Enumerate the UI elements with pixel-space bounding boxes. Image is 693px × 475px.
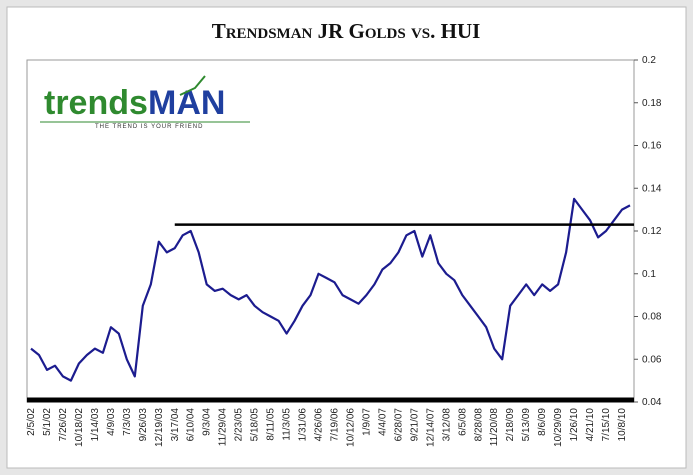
x-tick-label: 11/3/05: [282, 408, 293, 441]
x-tick-label: 5/1/02: [42, 408, 53, 436]
x-tick-label: 2/5/02: [26, 408, 37, 436]
x-tick-label: 1/31/06: [298, 408, 309, 442]
logo-tagline: THE TREND IS YOUR FRIEND: [95, 124, 203, 130]
data-line: [30, 197, 631, 382]
y-tick-label: 0.18: [642, 98, 662, 109]
x-tick-label: 2/23/05: [234, 408, 245, 442]
x-tick-label: 1/14/03: [90, 408, 101, 442]
x-tick-label: 9/26/03: [138, 408, 149, 442]
x-tick-label: 4/26/06: [314, 408, 325, 442]
x-tick-label: 7/26/02: [58, 408, 69, 442]
x-tick-label: 1/9/07: [361, 408, 372, 436]
x-tick-label: 3/12/08: [441, 408, 452, 442]
x-tick-label: 10/29/09: [553, 408, 564, 447]
y-tick-label: 0.16: [642, 141, 662, 152]
y-tick-label: 0.04: [642, 397, 662, 408]
logo: trends MAN THE TREND IS YOUR FRIEND: [40, 75, 250, 130]
panel: [6, 6, 687, 469]
x-tick-label: 11/29/04: [218, 408, 229, 447]
x-tick-label: 12/14/07: [425, 408, 436, 447]
y-tick-label: 0.1: [642, 269, 656, 280]
y-tick-label: 0.08: [642, 312, 662, 323]
x-tick-label: 8/6/09: [537, 408, 548, 436]
x-tick-label: 7/3/03: [122, 408, 133, 436]
y-tick-label: 0.2: [642, 55, 656, 66]
x-tick-label: 3/17/04: [170, 408, 181, 442]
x-tick-label: 2/18/09: [505, 408, 516, 442]
x-tick-label: 10/18/02: [74, 408, 85, 447]
x-tick-label: 5/18/05: [250, 408, 261, 442]
x-tick-label: 5/13/09: [521, 408, 532, 442]
chart-title: Trendsman JR Golds vs. HUI: [212, 19, 481, 43]
x-tick-label: 9/21/07: [409, 408, 420, 442]
x-tick-label: 4/21/10: [585, 408, 596, 442]
x-tick-label: 6/10/04: [186, 408, 197, 442]
y-tick-label: 0.06: [642, 354, 662, 365]
x-tick-label: 6/5/08: [457, 408, 468, 436]
x-tick-label: 8/28/08: [473, 408, 484, 442]
x-tick-label: 10/12/06: [345, 408, 356, 447]
x-tick-label: 11/20/08: [489, 408, 500, 447]
x-tick-label: 4/4/07: [377, 408, 388, 436]
x-tick-label: 7/15/10: [601, 408, 612, 442]
logo-arrow: [179, 75, 206, 96]
x-tick-label: 9/3/04: [202, 408, 213, 436]
y-tick-label: 0.12: [642, 226, 662, 237]
x-tick-label: 8/11/05: [266, 408, 277, 441]
y-tick-label: 0.14: [642, 183, 662, 194]
x-tick-label: 7/19/06: [329, 408, 340, 442]
logo-word: trends: [44, 84, 148, 122]
x-tick-label: 4/9/03: [106, 408, 117, 436]
x-tick-label: 10/8/10: [617, 408, 628, 442]
logo-accent: MAN: [148, 84, 225, 122]
x-tick-label: 1/26/10: [569, 408, 580, 442]
x-tick-label: 6/28/07: [393, 408, 404, 442]
x-tick-label: 12/19/03: [154, 408, 165, 447]
